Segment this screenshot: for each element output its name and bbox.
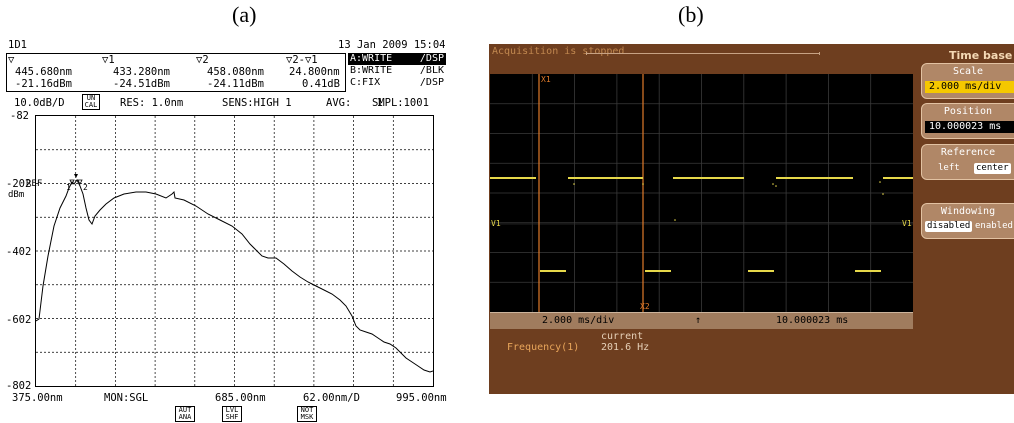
trace-dots (573, 181, 884, 221)
marker1-triangle (69, 179, 75, 185)
panel-label-b: (b) (678, 2, 704, 27)
trace-b-mode[interactable]: B:WRITE/BLK (350, 65, 444, 76)
spectrum-plot: 1 2 (35, 115, 434, 387)
marker1-wavelength: 433.280nm (113, 66, 170, 78)
scale-readout: 10.0dB/D (14, 97, 65, 109)
y-tick-label: -202 (6, 178, 32, 190)
oscilloscope-display: Acquisition is stopped (489, 44, 1014, 394)
marker1-label: 1 (66, 183, 71, 192)
current-label: current (601, 331, 644, 342)
delta-level: 0.41dB (302, 78, 340, 90)
position-value[interactable]: 10.000023 ms (925, 121, 1014, 133)
square-wave-trace (490, 177, 913, 272)
center-wavelength: 685.00nm (215, 392, 266, 404)
cursor-x2-label: X2 (640, 302, 650, 311)
sampling-readout: SMPL:1001 (372, 97, 429, 109)
trace-modes: A:WRITE/DSP B:WRITE/BLK C:FIX/DSP (348, 53, 446, 89)
osa-display: 1D1 13 Jan 2009 15:04 ▽ ▽1 ▽2 ▽2-▽1 445.… (0, 36, 460, 422)
windowing-control: Windowing disabled enabled (921, 203, 1014, 239)
windowing-heading: Windowing (940, 206, 996, 217)
delta-header: ▽2-▽1 (286, 54, 318, 66)
marker-level: -21.16dBm (15, 78, 72, 90)
delta-wavelength: 24.800nm (289, 66, 340, 78)
windowing-enabled-option[interactable]: enabled (975, 221, 1013, 231)
scope-status-bar: 2.000 ms/div ↑ 10.000023 ms (490, 312, 913, 329)
marker1-level: -24.51dBm (113, 78, 170, 90)
monitor-mode: MON:SGL (104, 392, 149, 404)
marker2-label: 2 (83, 183, 88, 192)
auto-analysis-button[interactable]: AUT ANA (175, 406, 195, 422)
marker-table: ▽ ▽1 ▽2 ▽2-▽1 445.680nm 433.280nm 458.08… (6, 53, 346, 92)
marker1-header: ▽1 (102, 54, 115, 66)
uncal-indicator: UN CAL (82, 94, 100, 110)
timebase-scale-readout: 2.000 ms/div (542, 315, 615, 326)
cursor-x1-label: X1 (541, 75, 551, 84)
marker2-header: ▽2 (196, 54, 209, 66)
scope-grid (490, 74, 913, 312)
spectrum-svg (36, 116, 433, 386)
scale-value[interactable]: 2.000 ms/div (925, 81, 1014, 93)
scale-control[interactable]: Scale 2.000 ms/div (921, 63, 1014, 99)
windowing-disabled-option[interactable]: disabled (925, 221, 973, 232)
grid-lines (36, 116, 433, 386)
level-shift-button[interactable]: LVL SHF (222, 406, 242, 422)
start-wavelength: 375.00nm (12, 392, 63, 404)
marker2-wavelength: 458.080nm (207, 66, 264, 78)
unit-label: dBm (8, 190, 25, 200)
datetime: 13 Jan 2009 15:04 (338, 39, 446, 51)
scale-heading: Scale (952, 66, 984, 77)
v1-right-label: V1 (902, 219, 912, 228)
position-heading: Position (943, 106, 993, 117)
measurement-value: 201.6 Hz (601, 342, 650, 353)
marker2-level: -24.11dBm (207, 78, 264, 90)
marker-wavelength: 445.680nm (15, 66, 72, 78)
y-tick-label: -402 (6, 246, 32, 258)
span-per-div: 62.00nm/D (303, 392, 360, 404)
waveform-svg (490, 74, 913, 312)
reference-left-option[interactable]: left (938, 163, 960, 173)
v1-left-label: V1 (491, 219, 501, 228)
marker-header: ▽ (8, 54, 15, 66)
not-mask-button[interactable]: NOT MSK (297, 406, 317, 422)
y-tick-label: -82 (10, 110, 29, 122)
reference-control: Reference left center (921, 144, 1014, 180)
sensitivity-readout: SENS:HIGH 1 (222, 97, 292, 109)
marker-triangle (74, 174, 78, 178)
panel-label-a: (a) (232, 2, 257, 27)
ref-label: REF (26, 179, 43, 189)
y-tick-label: -602 (6, 314, 32, 326)
position-readout: 10.000023 ms (776, 315, 849, 326)
trigger-arrow: ↑ (695, 315, 702, 326)
trace-id: 1D1 (8, 39, 27, 51)
trace-c-mode[interactable]: C:FIX/DSP (350, 77, 444, 88)
reference-heading: Reference (940, 147, 996, 158)
y-tick-label: -802 (6, 380, 32, 392)
stop-wavelength: 995.00nm (396, 392, 447, 404)
acquisition-status: Acquisition is stopped (492, 46, 625, 57)
spectrum-trace (36, 179, 433, 373)
resolution-readout: RES: 1.0nm (120, 97, 184, 109)
position-control[interactable]: Position 10.000023 ms (921, 103, 1014, 139)
measurement-name: Frequency(1) (507, 342, 580, 353)
reference-center-option[interactable]: center (974, 163, 1011, 174)
timebase-title: Time base (949, 49, 1013, 62)
marker2-triangle (77, 179, 83, 185)
average-readout: AVG: 1 (326, 97, 383, 109)
trace-a-mode[interactable]: A:WRITE/DSP (348, 53, 446, 65)
record-bar (586, 52, 820, 55)
waveform-screen: X1 X2 V1 V1 (490, 74, 913, 312)
